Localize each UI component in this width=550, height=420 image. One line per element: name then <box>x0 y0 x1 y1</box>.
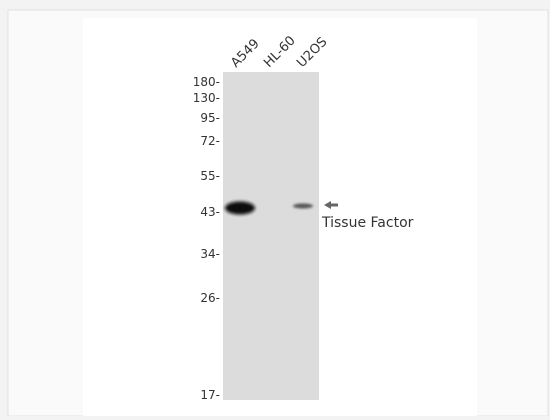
marker-label: 72- <box>200 134 220 148</box>
marker-label: 26- <box>200 291 220 305</box>
figure: 180-130-95-72-55-43-34-26-17- A549HL-60U… <box>0 0 550 416</box>
blot-membrane <box>223 72 319 400</box>
marker-label: 95- <box>200 111 220 125</box>
marker-label: 130- <box>193 91 220 105</box>
marker-label: 34- <box>200 247 220 261</box>
marker-label: 17- <box>200 388 220 402</box>
marker-label: 180- <box>193 75 220 89</box>
band <box>293 204 313 209</box>
band <box>225 202 255 215</box>
marker-label: 55- <box>200 169 220 183</box>
marker-label: 43- <box>200 205 220 219</box>
band-label: Tissue Factor <box>321 215 414 231</box>
